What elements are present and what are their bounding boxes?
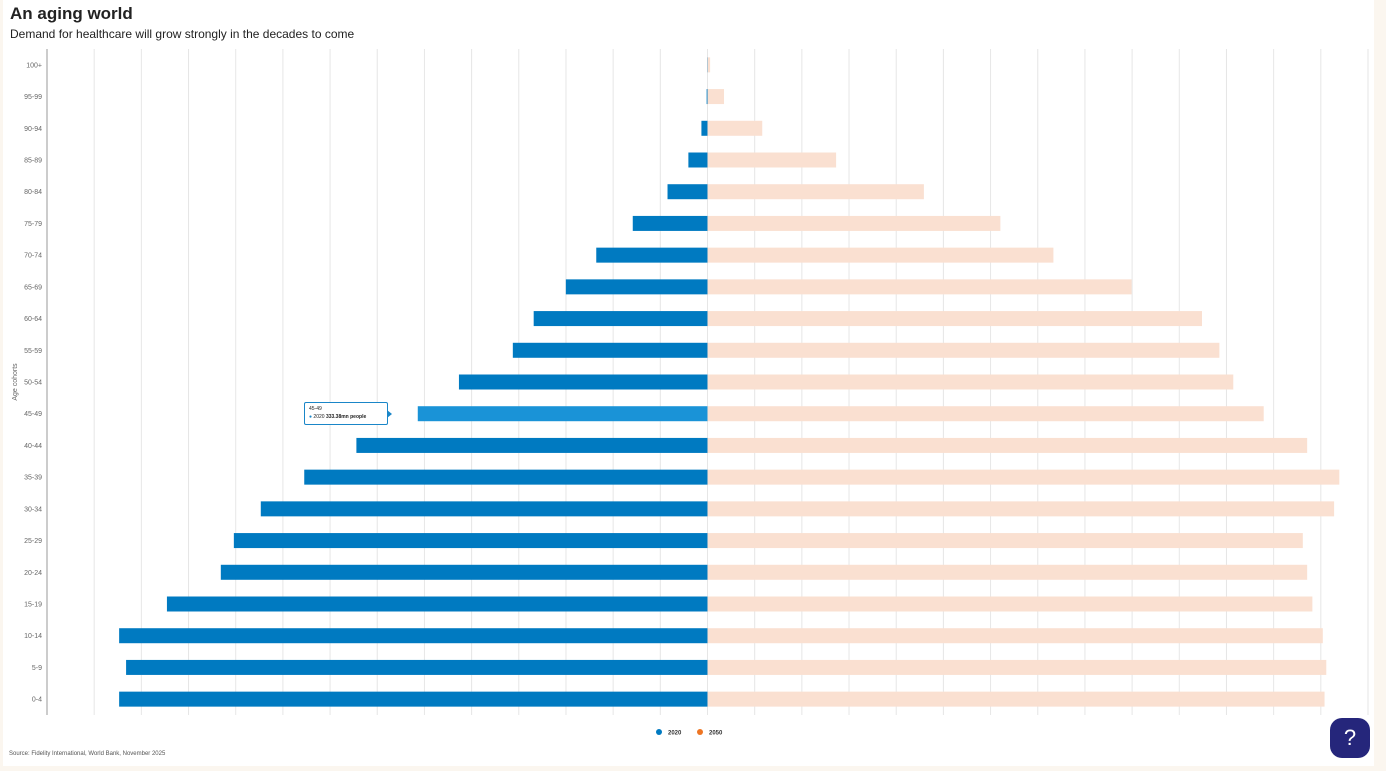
bar-2020-35-39 (304, 469, 708, 485)
y-tick-label: 10-14 (24, 633, 42, 640)
bar-2050-30-34 (707, 501, 1335, 517)
tooltip-series-dot: ● (309, 414, 313, 420)
y-tick-label: 15-19 (24, 602, 42, 609)
bar-2020-85-89 (688, 152, 708, 168)
bar-2020-60-64 (533, 311, 708, 327)
y-tick-label: 50-54 (24, 380, 42, 387)
bar-2020-5-9 (126, 659, 708, 675)
bar-2020-90-94 (701, 120, 708, 136)
bar-2050-100+ (707, 57, 711, 73)
y-tick-label: 20-24 (24, 570, 42, 577)
question-mark-icon: ? (1343, 725, 1357, 750)
y-tick-label: 45-49 (24, 411, 42, 418)
bar-2020-50-54 (458, 374, 708, 390)
bar-2050-5-9 (707, 659, 1327, 675)
bar-2020-70-74 (596, 247, 708, 263)
bar-2020-80-84 (667, 184, 708, 200)
bar-2020-40-44 (356, 437, 708, 453)
bar-2020-75-79 (632, 215, 708, 231)
bar-2050-20-24 (707, 564, 1308, 580)
y-tick-label: 70-74 (24, 253, 42, 260)
bar-2050-75-79 (707, 215, 1001, 231)
y-tick-label: 30-34 (24, 506, 42, 513)
bar-2020-0-4 (119, 691, 708, 707)
bar-2050-40-44 (707, 437, 1308, 453)
bar-2050-65-69 (707, 279, 1132, 295)
bar-2020-10-14 (119, 628, 708, 644)
y-tick-label: 0-4 (32, 697, 42, 704)
y-tick-label: 90-94 (24, 126, 42, 133)
bar-2050-10-14 (707, 628, 1323, 644)
source-note: Source: Fidelity International, World Ba… (9, 751, 166, 757)
y-tick-label: 5-9 (32, 665, 42, 672)
legend-marker-2050 (697, 729, 703, 735)
chart-subtitle: Demand for healthcare will grow strongly… (10, 27, 355, 41)
y-tick-label: 55-59 (24, 348, 42, 355)
y-tick-label: 100+ (26, 62, 42, 69)
y-tick-label: 95-99 (24, 94, 42, 101)
y-tick-label: 35-39 (24, 475, 42, 482)
bar-2020-55-59 (512, 342, 708, 358)
bar-2020-65-69 (565, 279, 708, 295)
tooltip-series: 2020 (313, 414, 325, 420)
bar-2050-50-54 (707, 374, 1234, 390)
bar-2050-45-49 (707, 406, 1264, 422)
bar-2050-60-64 (707, 311, 1203, 327)
y-tick-label: 80-84 (24, 189, 42, 196)
chart-tooltip: 45-49 ● 2020 333.38mn people (304, 402, 392, 425)
bar-2020-15-19 (166, 596, 708, 612)
bar-2020-30-34 (260, 501, 708, 517)
bar-2020-25-29 (233, 533, 708, 549)
y-tick-label: 75-79 (24, 221, 42, 228)
bar-2050-95-99 (707, 89, 725, 105)
y-tick-label: 60-64 (24, 316, 42, 323)
bar-2050-0-4 (707, 691, 1325, 707)
bar-2050-55-59 (707, 342, 1220, 358)
tooltip-value: 333.38mn people (325, 414, 367, 420)
bar-2050-15-19 (707, 596, 1313, 612)
bar-2050-25-29 (707, 533, 1303, 549)
bar-2020-20-24 (220, 564, 708, 580)
legend-label-2050: 2050 (709, 731, 723, 737)
chart-title: An aging world (10, 4, 133, 23)
bar-2050-85-89 (707, 152, 837, 168)
legend-marker-2020 (656, 729, 662, 735)
legend-label-2020: 2020 (668, 731, 682, 737)
help-button[interactable]: ? (1330, 718, 1370, 758)
bar-2050-90-94 (707, 120, 763, 136)
tooltip-category: 45-49 (309, 406, 322, 412)
y-tick-label: 40-44 (24, 443, 42, 450)
bar-2050-70-74 (707, 247, 1054, 263)
y-axis-title: Age cohorts (12, 363, 19, 401)
y-tick-label: 25-29 (24, 538, 42, 545)
bar-2020-45-49 (417, 406, 708, 422)
bar-2020-95-99 (706, 89, 708, 105)
bar-2050-80-84 (707, 184, 924, 200)
bar-2050-35-39 (707, 469, 1340, 485)
y-tick-label: 85-89 (24, 158, 42, 165)
y-tick-label: 65-69 (24, 284, 42, 291)
